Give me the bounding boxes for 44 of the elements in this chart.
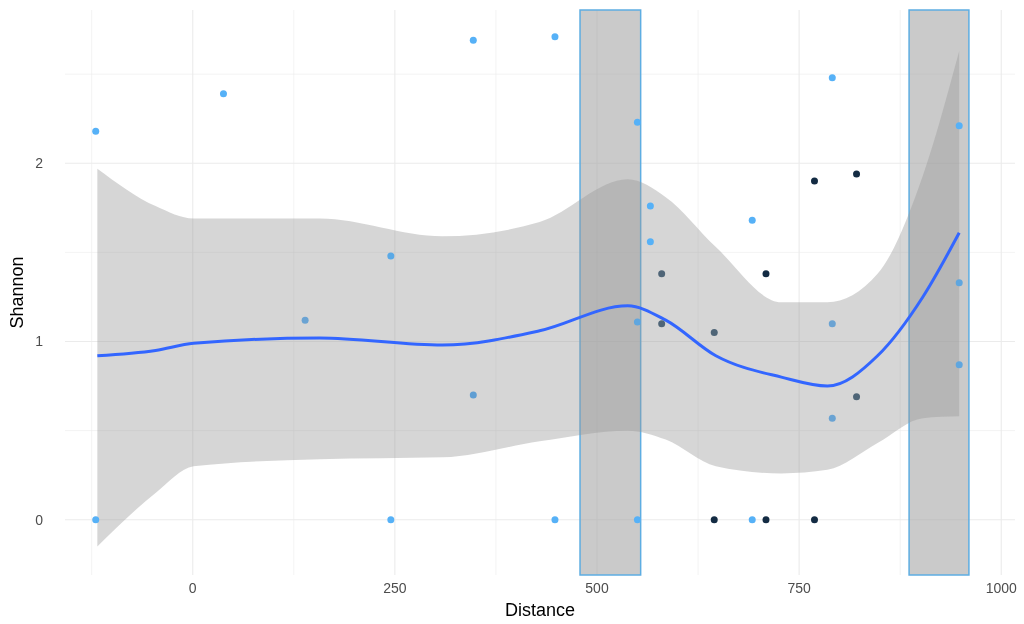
point [646, 238, 654, 246]
y-tick-label: 2 [35, 155, 44, 172]
point [810, 177, 818, 185]
x-axis-title: Distance [504, 600, 576, 620]
x-tick-label: 250 [383, 580, 407, 596]
point [387, 516, 395, 524]
point [762, 270, 770, 278]
point [828, 74, 836, 82]
point [955, 122, 963, 130]
x-tick-label: 500 [585, 580, 609, 596]
point [469, 36, 477, 44]
point [955, 279, 963, 287]
point [301, 316, 309, 324]
x-tick-label: 0 [188, 580, 197, 596]
point [810, 516, 818, 524]
point [469, 391, 477, 399]
point [219, 90, 227, 98]
y-tick-label: 0 [35, 511, 44, 528]
point [387, 252, 395, 260]
x-tick-label: 1000 [985, 580, 1018, 596]
point [551, 33, 559, 41]
point [92, 516, 100, 524]
point [762, 516, 770, 524]
point [853, 170, 861, 178]
point [748, 516, 756, 524]
point [633, 118, 641, 126]
x-tick-label: 750 [787, 580, 812, 596]
point [748, 216, 756, 224]
point [658, 270, 666, 278]
y-tick-label: 1 [35, 333, 44, 350]
point [955, 361, 963, 369]
point [853, 393, 861, 401]
point [551, 516, 559, 524]
y-axis-title: Shannon [7, 256, 27, 329]
point [710, 516, 718, 524]
point [646, 202, 654, 210]
point [828, 320, 836, 328]
point [658, 320, 666, 328]
point [710, 329, 718, 337]
point [633, 516, 641, 524]
line-series [95, 231, 961, 388]
point [92, 127, 100, 135]
point [828, 414, 836, 422]
point [633, 318, 641, 326]
